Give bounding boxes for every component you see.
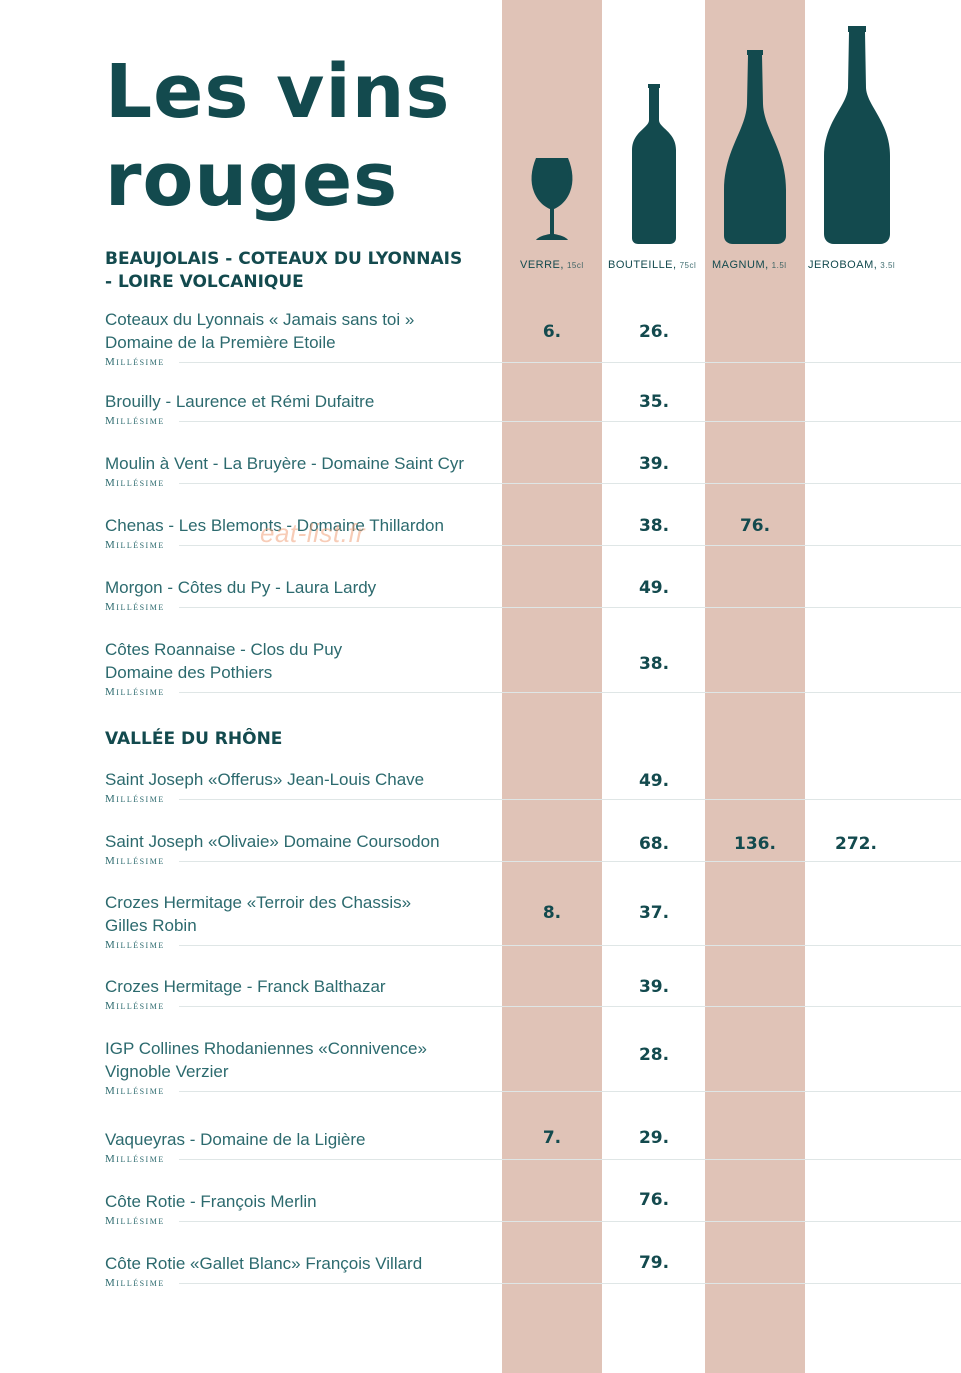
price-bouteille: 26. (638, 322, 670, 342)
column-label-jeroboam: JEROBOAM, 3.5l (808, 259, 896, 271)
millesime-label: Millésime (105, 939, 165, 951)
price-magnum: 76. (739, 516, 771, 536)
section-title-beaujolais: BEAUJOLAIS - COTEAUX DU LYONNAIS - LOIRE… (105, 249, 463, 292)
wine-row: Côte Rotie - François Merlin Millésime (105, 1190, 961, 1229)
row-divider (178, 798, 961, 800)
row-divider (178, 544, 961, 546)
column-label-bouteille: BOUTEILLE, 75cl (608, 259, 697, 271)
wine-row: Côtes Roannaise - Clos du Puy Domaine de… (105, 638, 961, 700)
millesime-label: Millésime (105, 356, 165, 368)
millesime-label: Millésime (105, 686, 165, 698)
price-bouteille: 37. (638, 903, 670, 923)
row-divider (178, 1090, 961, 1092)
row-divider (178, 944, 961, 946)
price-verre: 7. (542, 1128, 562, 1148)
price-bouteille: 79. (638, 1253, 670, 1273)
column-label-verre: VERRE, 15cl (520, 259, 584, 271)
row-divider (178, 482, 961, 484)
row-divider (178, 860, 961, 862)
price-jeroboam: 272. (835, 834, 877, 854)
bottle-icon (632, 84, 676, 244)
title-line-1: Les vins (105, 49, 451, 135)
millesime-label: Millésime (105, 539, 165, 551)
row-divider (178, 1158, 961, 1160)
price-bouteille: 49. (638, 771, 670, 791)
wine-row: Côte Rotie «Gallet Blanc» François Villa… (105, 1252, 961, 1291)
price-magnum: 136. (734, 834, 776, 854)
price-bouteille: 28. (638, 1045, 670, 1065)
millesime-label: Millésime (105, 1085, 165, 1097)
title-line-2: rouges (105, 137, 399, 223)
millesime-label: Millésime (105, 1153, 165, 1165)
price-bouteille: 39. (638, 454, 670, 474)
wine-row: Morgon - Côtes du Py - Laura Lardy Millé… (105, 576, 961, 615)
millesime-label: Millésime (105, 601, 165, 613)
watermark: eat-list.fr (260, 518, 366, 548)
jeroboam-bottle-icon (824, 26, 890, 244)
row-divider (178, 1282, 961, 1284)
column-label-magnum: MAGNUM, 1.5l (712, 259, 787, 271)
price-verre: 8. (542, 903, 562, 923)
row-divider (178, 691, 961, 693)
millesime-label: Millésime (105, 793, 165, 805)
wine-row: Coteaux du Lyonnais « Jamais sans toi » … (105, 308, 961, 370)
millesime-label: Millésime (105, 415, 165, 427)
row-divider (178, 361, 961, 363)
millesime-label: Millésime (105, 1000, 165, 1012)
millesime-label: Millésime (105, 477, 165, 489)
price-bouteille: 35. (638, 392, 670, 412)
wine-row: Vaqueyras - Domaine de la Ligière Millés… (105, 1128, 961, 1167)
page-title: Les vins rouges (105, 48, 450, 224)
price-bouteille: 68. (638, 834, 670, 854)
wine-row: Brouilly - Laurence et Rémi Dufaitre Mil… (105, 390, 961, 429)
row-divider (178, 606, 961, 608)
price-verre: 6. (542, 322, 562, 342)
row-divider (178, 1005, 961, 1007)
millesime-label: Millésime (105, 1215, 165, 1227)
wine-row: Crozes Hermitage «Terroir des Chassis» G… (105, 891, 961, 953)
millesime-label: Millésime (105, 1277, 165, 1289)
millesime-label: Millésime (105, 855, 165, 867)
price-bouteille: 38. (638, 654, 670, 674)
wine-row: Chenas - Les Blemonts - Domaine Thillard… (105, 514, 961, 553)
price-bouteille: 76. (638, 1190, 670, 1210)
wine-row: Saint Joseph «Offerus» Jean-Louis Chave … (105, 768, 961, 807)
price-bouteille: 49. (638, 578, 670, 598)
wine-row: Crozes Hermitage - Franck Balthazar Mill… (105, 975, 961, 1014)
section-title-vallee-du-rhone: VALLÉE DU RHÔNE (105, 729, 283, 749)
row-divider (178, 420, 961, 422)
row-divider (178, 1220, 961, 1222)
price-bouteille: 29. (638, 1128, 670, 1148)
price-bouteille: 38. (638, 516, 670, 536)
wine-row: Moulin à Vent - La Bruyère - Domaine Sai… (105, 452, 961, 491)
wine-row: IGP Collines Rhodaniennes «Connivence» V… (105, 1037, 961, 1099)
magnum-bottle-icon (724, 50, 786, 244)
wine-row: Saint Joseph «Olivaie» Domaine Coursodon… (105, 830, 961, 869)
wine-glass-icon (531, 158, 573, 240)
price-bouteille: 39. (638, 977, 670, 997)
